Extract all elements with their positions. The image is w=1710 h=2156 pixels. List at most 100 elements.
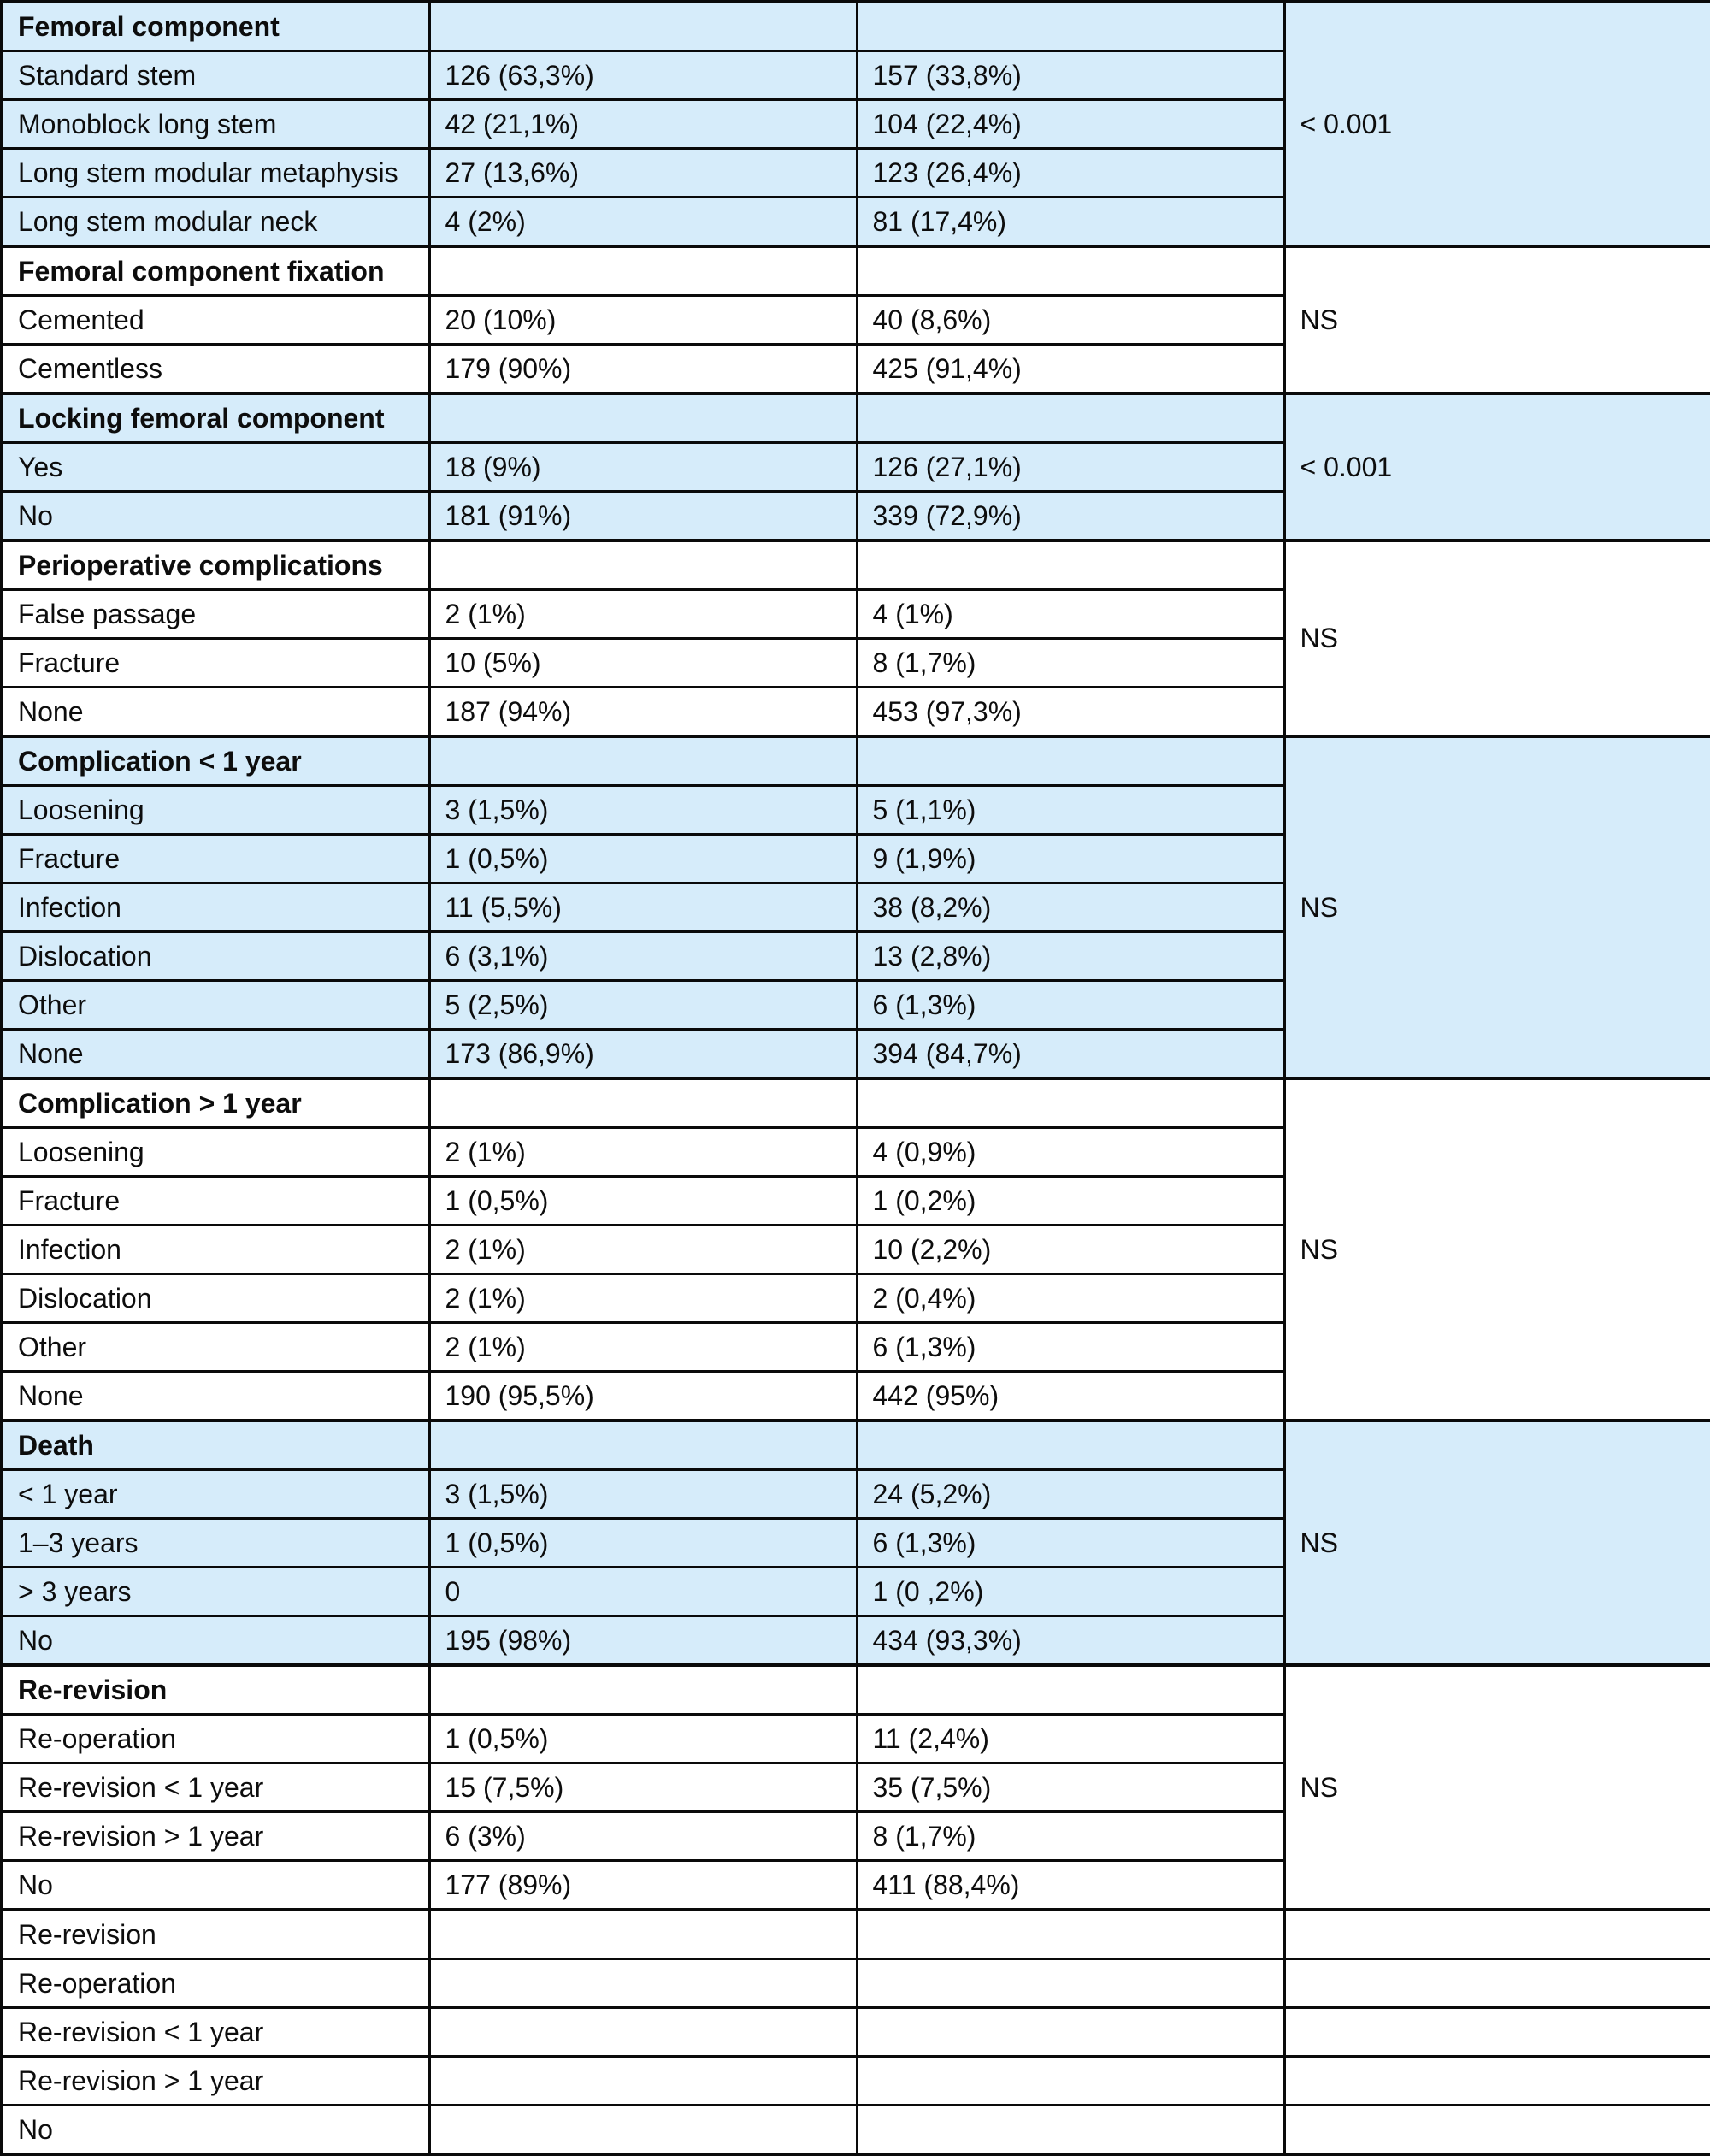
row-label: Re-revision > 1 year: [0, 2055, 431, 2106]
value-cell: 2 (1%): [428, 588, 858, 640]
value-cell: 2 (0,4%): [855, 1273, 1286, 1324]
section-header-label: Femoral component fixation: [0, 245, 431, 297]
p-value-cell: NS: [1282, 245, 1710, 395]
value-cell: 126 (63,3%): [428, 50, 858, 101]
section-header-row: Death NS: [0, 1419, 1710, 1667]
row-label: Re-revision < 1 year: [0, 1762, 431, 1813]
row-label: Fracture: [0, 637, 431, 688]
row-label: > 3 years: [0, 1566, 431, 1617]
value-cell: 173 (86,9%): [428, 1028, 858, 1080]
value-cell: 4 (1%): [855, 588, 1286, 640]
row-label: Re-revision > 1 year: [0, 1810, 431, 1862]
value-cell: 339 (72,9%): [855, 490, 1286, 542]
table-row: Other 2 (1%) 6 (1,3%): [0, 1321, 1710, 1373]
table-row: False passage 2 (1%) 4 (1%): [0, 588, 1710, 640]
value-cell: [428, 2055, 858, 2106]
value-cell: 4 (2%): [428, 196, 858, 248]
value-cell: [855, 1663, 1286, 1716]
table-row: Fracture 1 (0,5%) 9 (1,9%): [0, 833, 1710, 884]
value-cell: [855, 1908, 1286, 1960]
section-header-label: Femoral component: [0, 0, 431, 52]
value-cell: [855, 1419, 1286, 1471]
value-cell: [428, 1958, 858, 2009]
value-cell: 1 (0,5%): [428, 1517, 858, 1568]
value-cell: 5 (2,5%): [428, 979, 858, 1031]
p-value-cell: [1282, 2006, 1710, 2058]
table-row: None 190 (95,5%) 442 (95%): [0, 1370, 1710, 1422]
value-cell: 1 (0,5%): [428, 1175, 858, 1226]
row-label: Other: [0, 1321, 431, 1373]
table-row: Dislocation 2 (1%) 2 (0,4%): [0, 1273, 1710, 1324]
value-cell: [428, 1419, 858, 1471]
table-row: Fracture 10 (5%) 8 (1,7%): [0, 637, 1710, 688]
value-cell: [855, 392, 1286, 444]
section-header-label: Complication > 1 year: [0, 1077, 431, 1129]
value-cell: [855, 735, 1286, 787]
row-label: Long stem modular metaphysis: [0, 147, 431, 198]
section-header-row: Complication > 1 year NS: [0, 1077, 1710, 1422]
table-row: Re-revision < 1 year: [0, 2006, 1710, 2058]
row-label: < 1 year: [0, 1468, 431, 1520]
value-cell: 2 (1%): [428, 1321, 858, 1373]
p-value-cell: < 0.001: [1282, 392, 1710, 542]
p-value-cell: NS: [1282, 1077, 1710, 1422]
value-cell: 6 (1,3%): [855, 979, 1286, 1031]
value-cell: [428, 735, 858, 787]
table-row: Re-operation: [0, 1958, 1710, 2009]
table-row: No 195 (98%) 434 (93,3%): [0, 1615, 1710, 1667]
table-row: Re-revision: [0, 1908, 1710, 1960]
value-cell: [855, 1077, 1286, 1129]
section-header-label: Death: [0, 1419, 431, 1471]
row-label: Re-operation: [0, 1958, 431, 2009]
section-header-label: Locking femoral component: [0, 392, 431, 444]
table-row: Long stem modular metaphysis 27 (13,6%) 12…: [0, 147, 1710, 198]
value-cell: 10 (2,2%): [855, 1224, 1286, 1275]
value-cell: 18 (9%): [428, 441, 858, 493]
value-cell: [428, 2104, 858, 2156]
table-row: No 177 (89%) 411 (88,4%): [0, 1859, 1710, 1911]
value-cell: 42 (21,1%): [428, 98, 858, 150]
value-cell: 5 (1,1%): [855, 784, 1286, 836]
value-cell: 179 (90%): [428, 343, 858, 395]
value-cell: 1 (0 ,2%): [855, 1566, 1286, 1617]
table-row: None 173 (86,9%) 394 (84,7%): [0, 1028, 1710, 1080]
table-row: Re-operation 1 (0,5%) 11 (2,4%): [0, 1713, 1710, 1764]
table-row: Loosening 2 (1%) 4 (0,9%): [0, 1126, 1710, 1178]
value-cell: 8 (1,7%): [855, 1810, 1286, 1862]
row-label: Other: [0, 979, 431, 1031]
table-row: No 181 (91%) 339 (72,9%): [0, 490, 1710, 542]
value-cell: 8 (1,7%): [855, 637, 1286, 688]
table-row: None 187 (94%) 453 (97,3%): [0, 686, 1710, 738]
value-cell: 81 (17,4%): [855, 196, 1286, 248]
value-cell: 40 (8,6%): [855, 294, 1286, 346]
row-label: Long stem modular neck: [0, 196, 431, 248]
value-cell: 434 (93,3%): [855, 1615, 1286, 1667]
row-label: Infection: [0, 1224, 431, 1275]
value-cell: 190 (95,5%): [428, 1370, 858, 1422]
row-label: Standard stem: [0, 50, 431, 101]
row-label: None: [0, 1370, 431, 1422]
value-cell: [428, 539, 858, 591]
row-label: Re-revision < 1 year: [0, 2006, 431, 2058]
value-cell: [855, 539, 1286, 591]
row-label: Re-revision: [0, 1908, 431, 1960]
value-cell: 123 (26,4%): [855, 147, 1286, 198]
value-cell: 15 (7,5%): [428, 1762, 858, 1813]
row-label: No: [0, 1615, 431, 1667]
row-label: No: [0, 1859, 431, 1911]
value-cell: [855, 1958, 1286, 2009]
value-cell: 6 (3%): [428, 1810, 858, 1862]
value-cell: 2 (1%): [428, 1224, 858, 1275]
value-cell: 187 (94%): [428, 686, 858, 738]
value-cell: 6 (3,1%): [428, 930, 858, 982]
table-row: No: [0, 2104, 1710, 2156]
table-row: Fracture 1 (0,5%) 1 (0,2%): [0, 1175, 1710, 1226]
section-header-row: Complication < 1 year NS: [0, 735, 1710, 1080]
value-cell: 442 (95%): [855, 1370, 1286, 1422]
value-cell: [428, 245, 858, 297]
value-cell: 3 (1,5%): [428, 1468, 858, 1520]
value-cell: 27 (13,6%): [428, 147, 858, 198]
table-row: Re-revision > 1 year 6 (3%) 8 (1,7%): [0, 1810, 1710, 1862]
table-row: > 3 years 0 1 (0 ,2%): [0, 1566, 1710, 1617]
